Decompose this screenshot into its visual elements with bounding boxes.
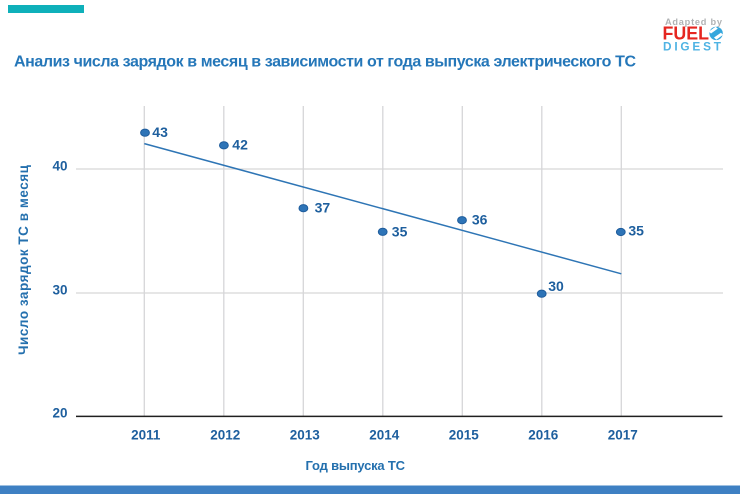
svg-text:35: 35 xyxy=(392,223,408,239)
svg-text:2014: 2014 xyxy=(369,428,400,443)
svg-text:Число зарядок ТС в месяц: Число зарядок ТС в месяц xyxy=(16,164,31,355)
svg-text:2011: 2011 xyxy=(131,428,161,443)
svg-text:35: 35 xyxy=(628,223,644,239)
svg-text:Год выпуска ТС: Год выпуска ТС xyxy=(306,458,406,473)
svg-text:Анализ числа зарядок в месяц в: Анализ числа зарядок в месяц в зависимос… xyxy=(14,54,636,71)
svg-text:36: 36 xyxy=(472,211,488,227)
svg-text:FUEL: FUEL xyxy=(663,24,710,44)
svg-text:43: 43 xyxy=(152,124,168,140)
svg-text:40: 40 xyxy=(52,158,67,173)
svg-text:2013: 2013 xyxy=(290,428,321,443)
svg-text:30: 30 xyxy=(52,282,67,297)
svg-text:30: 30 xyxy=(548,278,564,294)
svg-text:2015: 2015 xyxy=(449,428,480,443)
svg-text:37: 37 xyxy=(315,199,331,215)
svg-text:2017: 2017 xyxy=(608,428,638,443)
svg-text:42: 42 xyxy=(232,137,248,153)
svg-text:2012: 2012 xyxy=(210,428,240,443)
svg-text:20: 20 xyxy=(52,406,67,421)
svg-text:2016: 2016 xyxy=(528,428,559,443)
svg-text:Adapted by: Adapted by xyxy=(665,17,723,27)
